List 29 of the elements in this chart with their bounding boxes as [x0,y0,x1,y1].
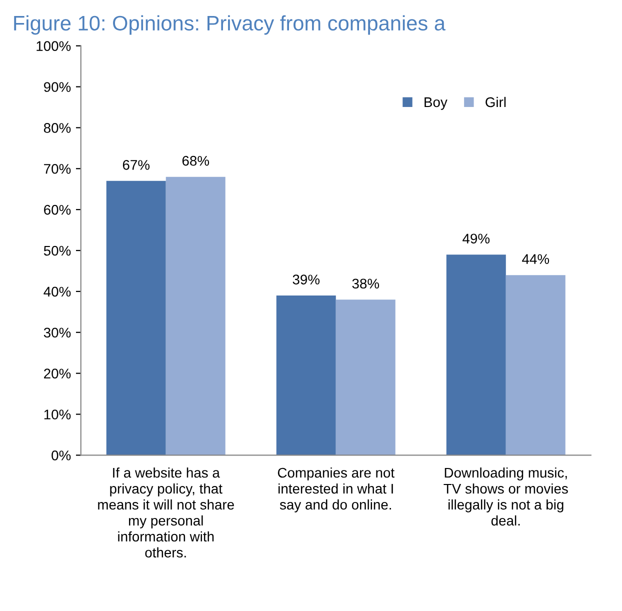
data-label: 38% [352,278,380,289]
data-label: 67% [122,160,150,170]
bar [506,275,566,456]
y-tick-label: 0% [52,450,71,460]
data-label: 44% [522,254,550,264]
bar [446,254,506,456]
y-tick-label: 80% [44,123,71,133]
y-tick-label: 50% [44,246,71,256]
y-tick-label: 30% [44,328,71,338]
y-tick-label: 60% [44,204,71,215]
y-tick-label: 70% [44,164,71,174]
bar [106,180,166,456]
bar [166,176,226,456]
y-tick-label: 100% [36,41,71,51]
y-tick-label: 90% [44,82,71,92]
data-label: 39% [292,274,320,284]
data-label: 49% [462,234,490,244]
x-tick-label: Companies are not interested in what I say and do online. [278,467,394,512]
x-tick-label: Downloading music, TV shows or movies illegally is not a big deal. [444,467,568,526]
bar [276,296,336,456]
y-tick-label: 40% [44,286,71,297]
legend-label: Boy [424,97,448,110]
bar [336,300,396,456]
chart-title: Figure 10: Opinions: Privacy from companies a [14,15,446,35]
x-tick-label: If a website has a privacy policy, that means it will not share my personal information with others. [98,467,234,558]
data-label: 68% [182,156,210,166]
legend-label: Girl [486,96,506,108]
y-tick-label: 20% [44,368,71,378]
y-tick-label: 10% [44,410,71,420]
